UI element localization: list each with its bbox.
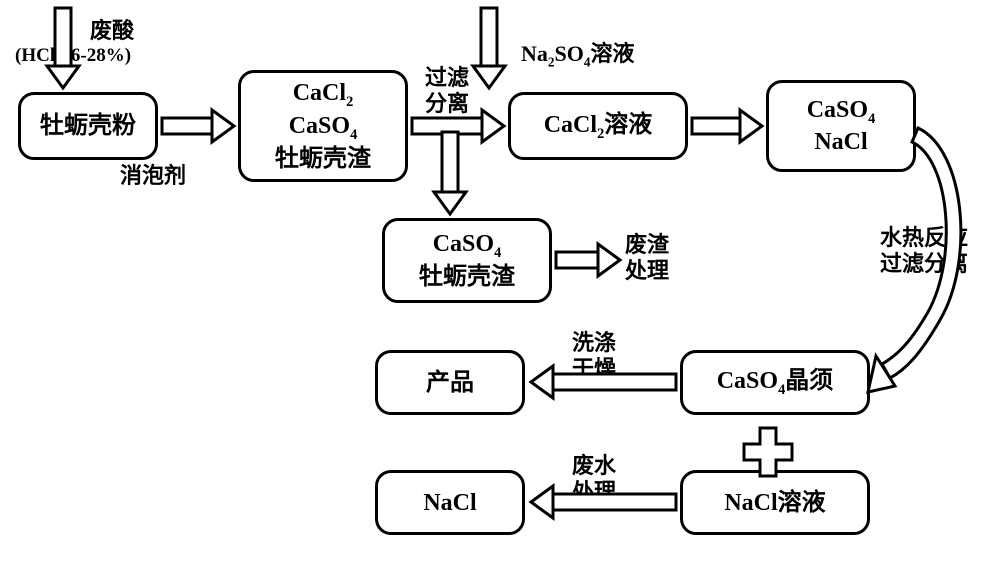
arrows-layer: .haft{fill:#fff;stroke:#000;stroke-width… xyxy=(0,0,1000,561)
arrow-2-branch xyxy=(434,132,466,214)
plus-icon xyxy=(744,428,792,476)
arrow-waste-acid-in xyxy=(47,8,79,88)
arrow-6 xyxy=(531,366,676,398)
arrow-na2so4-in xyxy=(473,8,505,88)
arrow-5-curve xyxy=(868,128,961,392)
arrow-3 xyxy=(692,110,762,142)
arrow-4 xyxy=(556,244,620,276)
arrow-1 xyxy=(162,110,234,142)
arrow-7 xyxy=(531,486,676,518)
